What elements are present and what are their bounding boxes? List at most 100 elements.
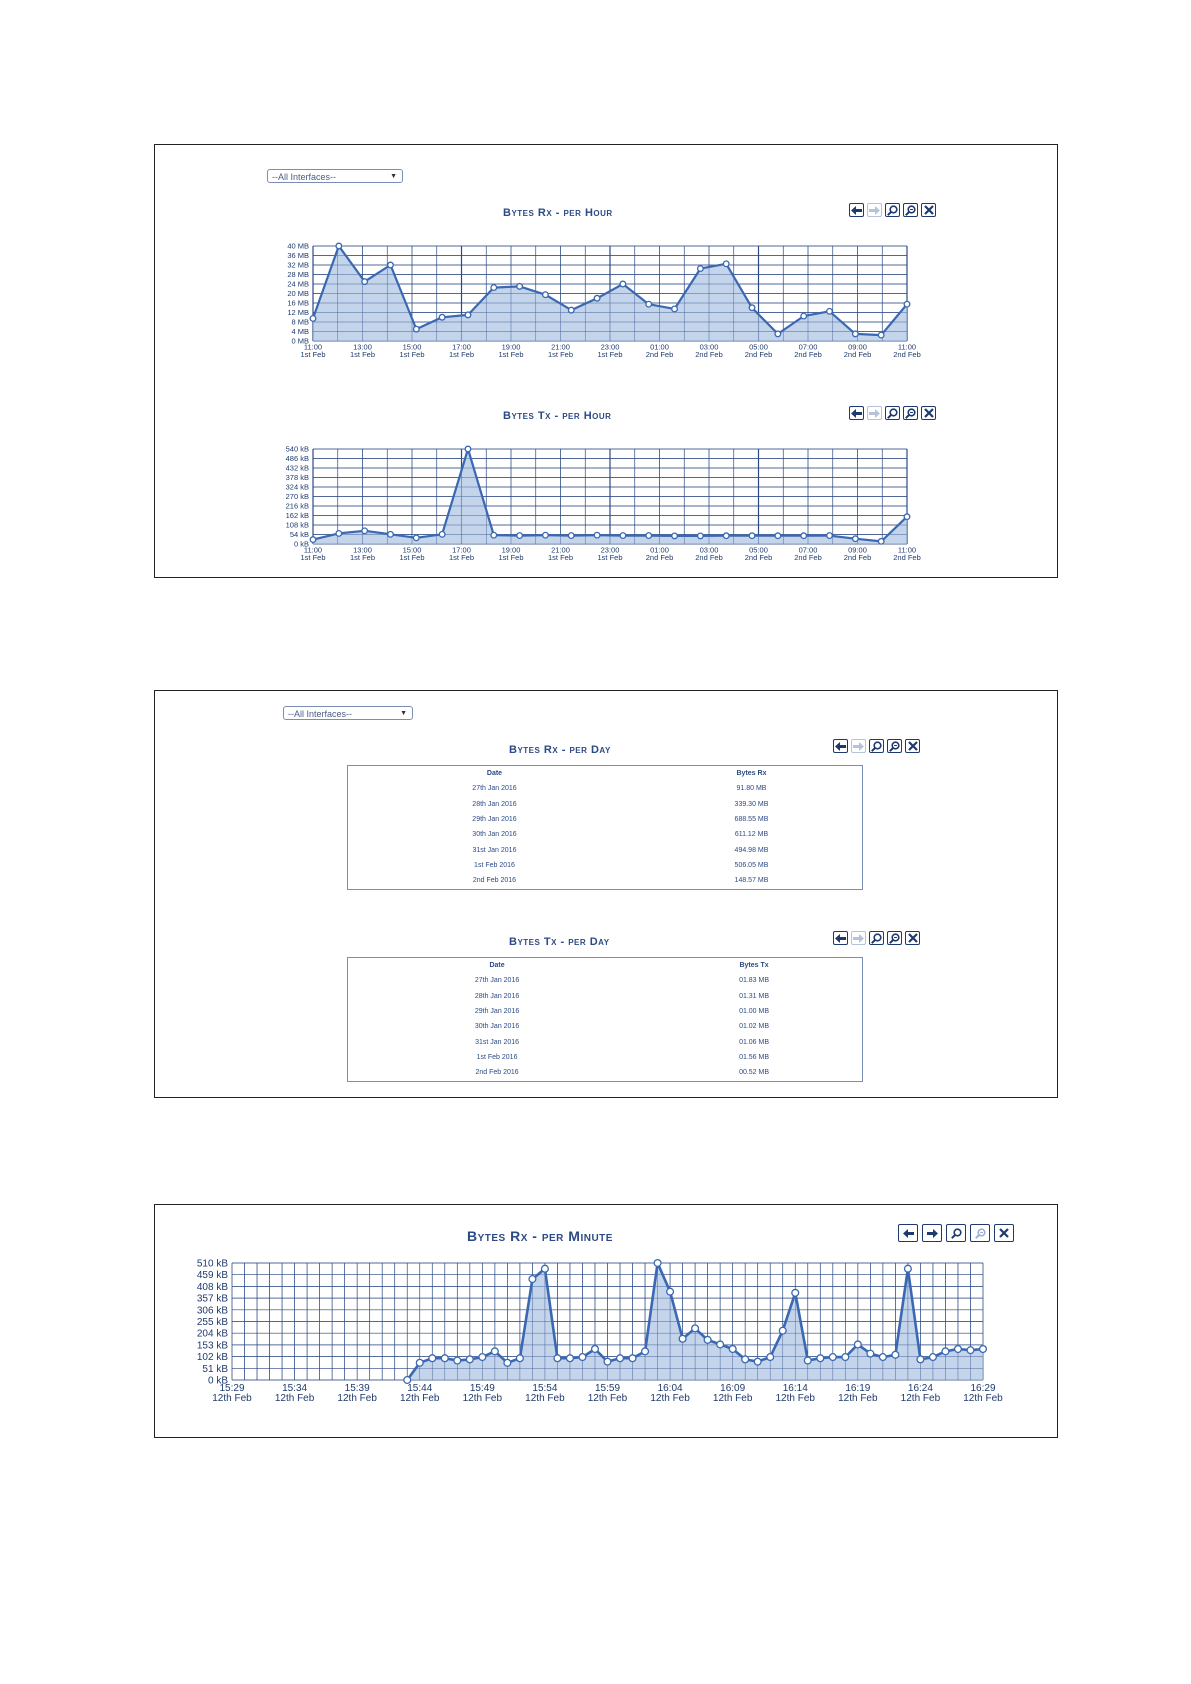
- data-point: [335, 529, 343, 537]
- x-tick-date-label: 2nd Feb: [695, 350, 723, 359]
- y-tick-label: 51 kB: [202, 1364, 228, 1375]
- close-icon: [907, 741, 918, 751]
- y-tick-label: 0 MB: [291, 337, 309, 346]
- zoom-out-button[interactable]: [887, 931, 902, 945]
- data-point: [593, 294, 601, 302]
- data-point: [541, 291, 549, 299]
- data-point: [438, 313, 446, 321]
- zoom-out-button[interactable]: [903, 203, 918, 217]
- chevron-down-icon: ▼: [390, 173, 397, 180]
- tx-day-toolbar: [833, 931, 920, 945]
- scroll-right-button[interactable]: [867, 406, 882, 420]
- date-cell: 27th Jan 2016: [472, 785, 517, 793]
- bytes-cell: 611.12 MB: [734, 831, 769, 839]
- data-point: [567, 306, 575, 314]
- x-tick-date-label: 2nd Feb: [844, 350, 872, 359]
- rx-hour-toolbar: [849, 203, 936, 217]
- bytes-cell: 506.05 MB: [734, 861, 769, 869]
- scroll-right-button[interactable]: [867, 203, 882, 217]
- x-tick-date-label: 2nd Feb: [695, 553, 723, 562]
- x-tick-time-label: 11:00: [898, 546, 916, 555]
- zoom-in-button[interactable]: [885, 203, 900, 217]
- close-button[interactable]: [921, 203, 936, 217]
- scroll-left-button[interactable]: [849, 203, 864, 217]
- x-tick-date-label: 12th Feb: [713, 1393, 753, 1404]
- bytes-cell: 00.52 MB: [739, 1069, 770, 1077]
- data-point: [619, 280, 627, 288]
- interface-select[interactable]: --All Interfaces-- ▼: [267, 169, 403, 183]
- zoom-out-button[interactable]: [970, 1224, 990, 1242]
- x-tick-date-label: 12th Feb: [838, 1393, 878, 1404]
- zoom-in-button[interactable]: [885, 406, 900, 420]
- x-tick-date-label: 1st Feb: [498, 350, 523, 359]
- data-point: [953, 1344, 963, 1354]
- scroll-left-button[interactable]: [898, 1224, 918, 1242]
- data-point: [478, 1353, 487, 1362]
- close-button[interactable]: [905, 931, 920, 945]
- data-point: [615, 1354, 625, 1363]
- bytes-cell: 01.00 MB: [739, 1008, 770, 1016]
- series-line: [312, 447, 908, 543]
- y-tick-label: 306 kB: [197, 1305, 228, 1316]
- y-tick-label: 36 MB: [287, 251, 309, 260]
- data-point: [826, 532, 833, 540]
- y-tick-label: 459 kB: [197, 1270, 228, 1281]
- data-point: [528, 1275, 537, 1284]
- x-tick-date-label: 1st Feb: [498, 553, 523, 562]
- zoom-in-button[interactable]: [869, 739, 884, 753]
- close-button[interactable]: [921, 406, 936, 420]
- data-point: [640, 1347, 650, 1356]
- y-tick-label: 28 MB: [287, 270, 309, 279]
- table-row: 31st Jan 2016 494.98 MB: [348, 842, 862, 857]
- data-point: [941, 1347, 950, 1356]
- rx-day-toolbar: [833, 739, 920, 753]
- y-tick-label: 16 MB: [287, 299, 309, 308]
- data-point: [361, 278, 369, 286]
- zoom-out-button[interactable]: [887, 739, 902, 753]
- x-tick-date-label: 2nd Feb: [745, 553, 773, 562]
- y-tick-label: 24 MB: [287, 280, 309, 289]
- x-tick-date-label: 2nd Feb: [646, 350, 674, 359]
- date-cell: 28th Jan 2016: [472, 800, 517, 808]
- zoom-in-button[interactable]: [946, 1224, 966, 1242]
- y-tick-label: 432 kB: [286, 464, 309, 473]
- scroll-left-button[interactable]: [833, 931, 848, 945]
- y-tick-label: 486 kB: [286, 454, 309, 463]
- table-header-row: Date Bytes Tx: [348, 958, 862, 973]
- x-tick-date-label: 12th Feb: [525, 1393, 565, 1404]
- zoom-out-button[interactable]: [903, 406, 918, 420]
- data-point: [540, 1264, 549, 1273]
- data-point: [916, 1355, 925, 1364]
- data-point: [766, 1353, 775, 1362]
- y-tick-label: 8 MB: [291, 318, 309, 327]
- data-point: [877, 537, 885, 545]
- bytes-cell: 01.56 MB: [739, 1053, 770, 1061]
- scroll-right-button[interactable]: [851, 739, 866, 753]
- scroll-right-button[interactable]: [851, 931, 866, 945]
- y-tick-label: 216 kB: [286, 502, 309, 511]
- data-point: [903, 1264, 912, 1273]
- data-point: [800, 312, 808, 320]
- scroll-left-button[interactable]: [833, 739, 848, 753]
- data-point: [516, 282, 524, 290]
- table-row: 31st Jan 2016 01.06 MB: [348, 1034, 862, 1049]
- x-tick-time-label: 15:00: [403, 546, 422, 555]
- interface-select[interactable]: --All Interfaces-- ▼: [283, 706, 413, 720]
- x-tick-date-label: 12th Feb: [275, 1393, 315, 1404]
- table-row: 1st Feb 2016 506.05 MB: [348, 858, 862, 873]
- daily-panel: --All Interfaces-- ▼ Bytes Rx - per Day …: [154, 690, 1058, 1098]
- data-point: [826, 307, 833, 315]
- close-button[interactable]: [905, 739, 920, 753]
- table-row: 2nd Feb 2016 00.52 MB: [348, 1065, 862, 1080]
- scroll-right-button[interactable]: [922, 1224, 942, 1242]
- zoom-in-button[interactable]: [869, 931, 884, 945]
- data-point: [753, 1357, 762, 1366]
- close-button[interactable]: [994, 1224, 1014, 1242]
- scroll-left-button[interactable]: [849, 406, 864, 420]
- data-point: [387, 261, 394, 269]
- x-tick-time-label: 19:00: [502, 546, 521, 555]
- x-tick-date-label: 2nd Feb: [646, 553, 674, 562]
- x-tick-time-label: 01:00: [650, 343, 669, 352]
- rx-day-title: Bytes Rx - per Day: [509, 744, 611, 756]
- data-point: [464, 445, 472, 453]
